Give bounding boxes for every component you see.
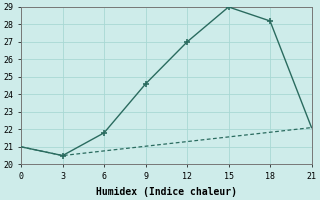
X-axis label: Humidex (Indice chaleur): Humidex (Indice chaleur)	[96, 186, 237, 197]
